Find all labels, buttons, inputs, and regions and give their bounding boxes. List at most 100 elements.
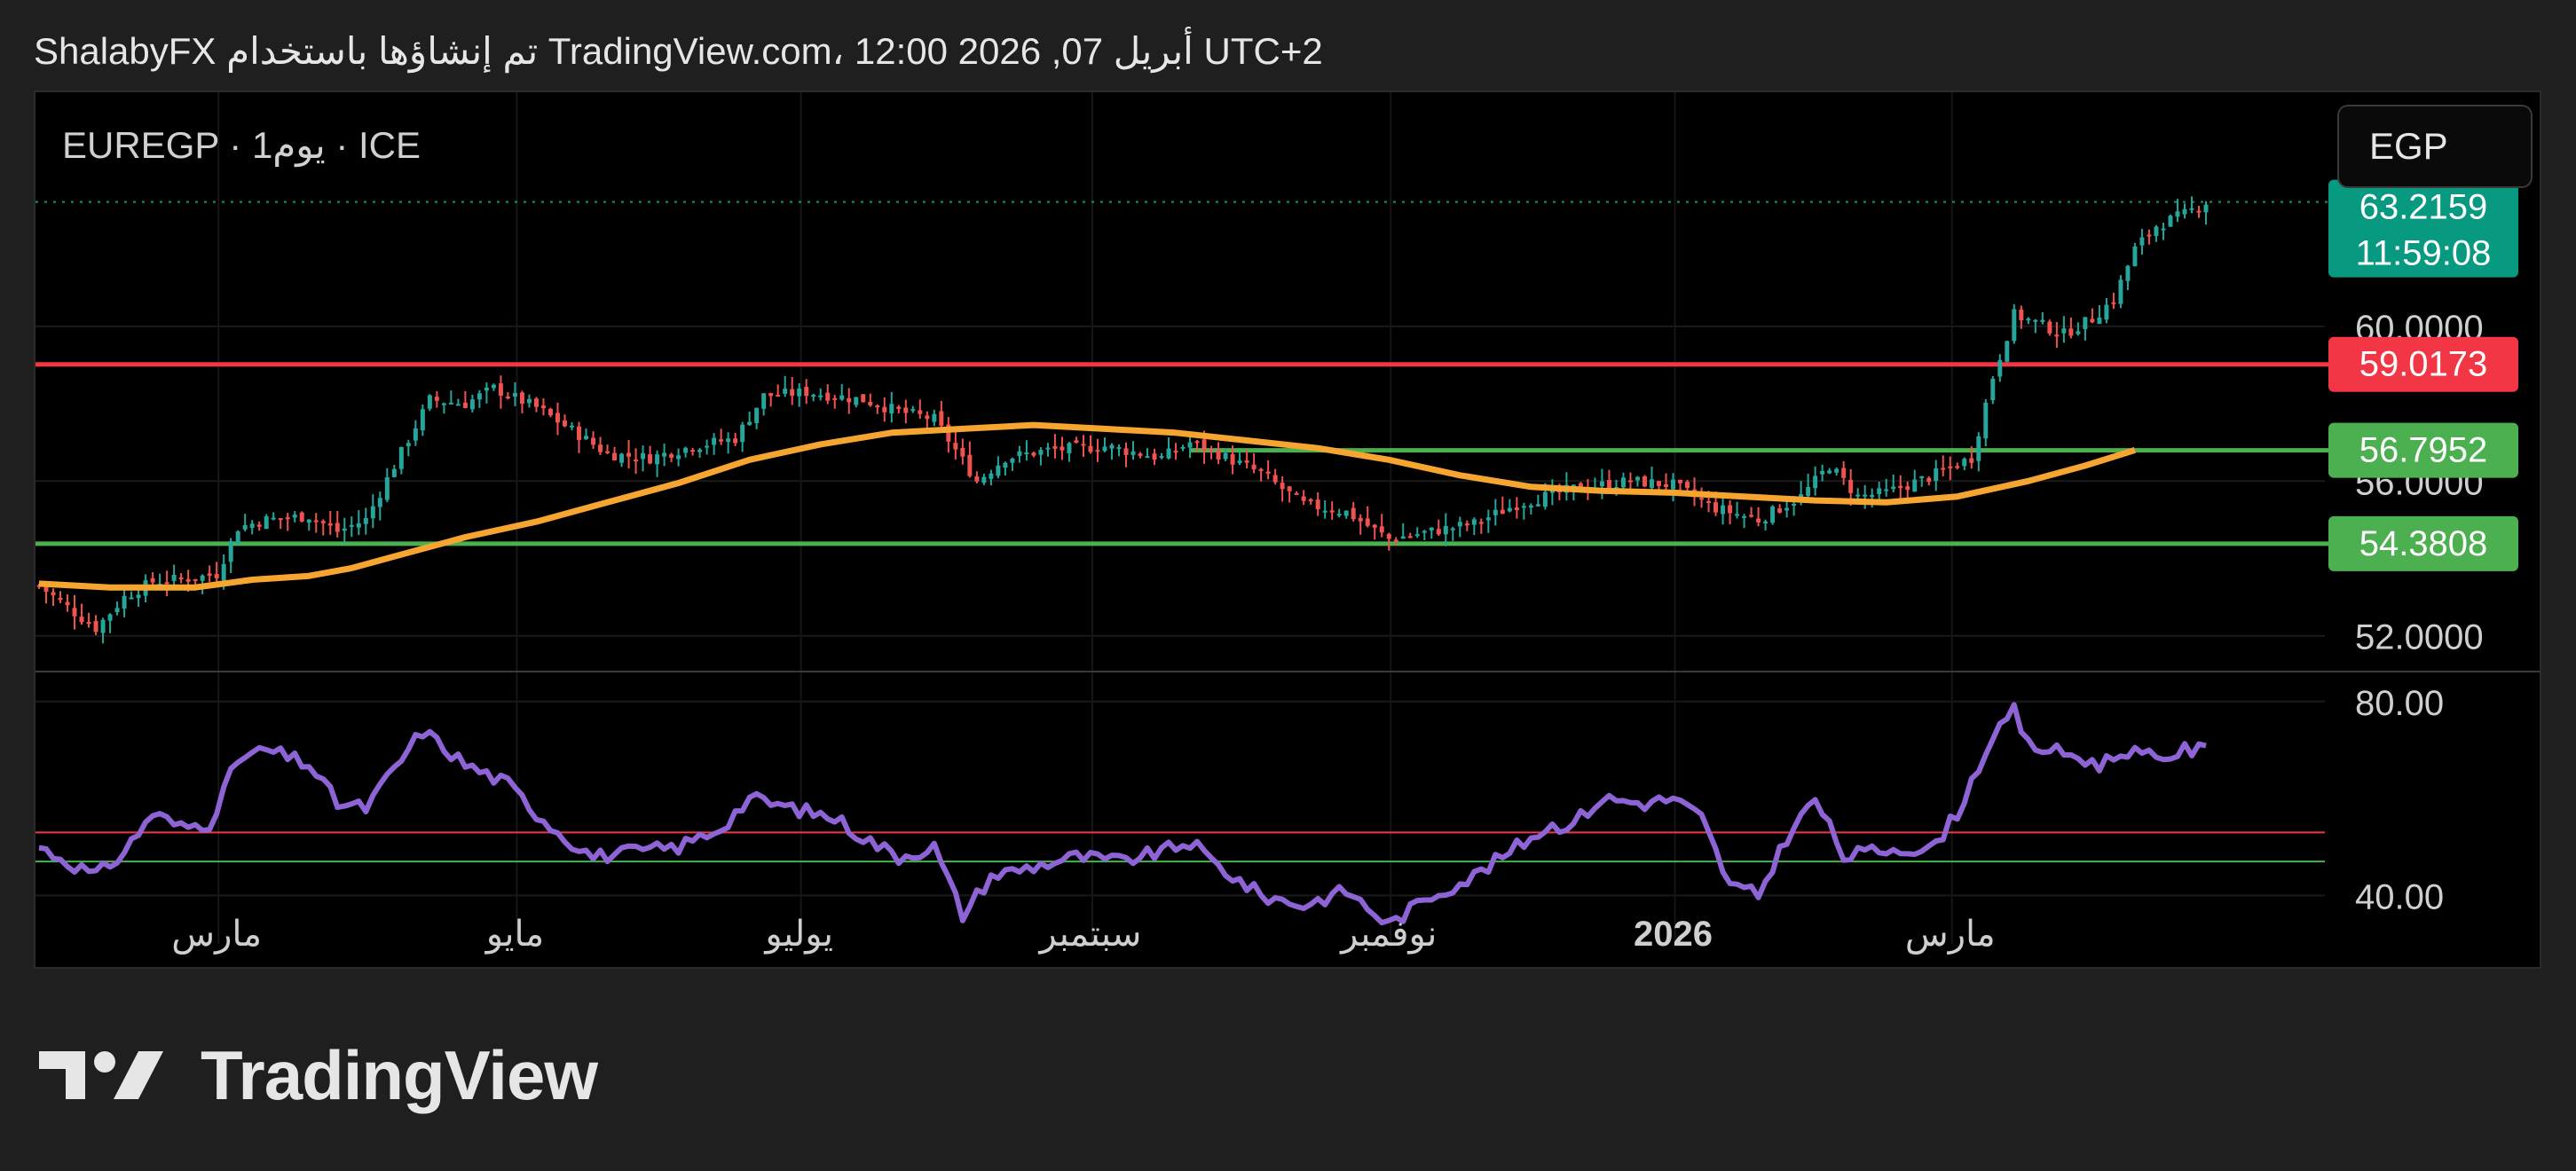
candle-body: [370, 506, 375, 519]
support-lower-badge-text: 54.3808: [2359, 524, 2488, 563]
candle-body: [2125, 265, 2131, 281]
candle-body: [1535, 504, 1540, 507]
candle-body: [847, 397, 852, 403]
candle-body: [242, 524, 248, 530]
candle-body: [591, 437, 595, 445]
candle-body: [278, 518, 283, 521]
level-layer: [35, 200, 2351, 546]
candle-body: [754, 407, 760, 423]
candle-body: [740, 424, 745, 443]
candle-body: [1926, 477, 1932, 482]
candle-body: [2068, 328, 2074, 336]
candle-body: [533, 398, 539, 407]
candle-body: [235, 530, 240, 545]
candle-body: [1450, 528, 1455, 530]
candle-body: [1095, 450, 1100, 452]
candle-body: [313, 520, 319, 523]
chart-frame[interactable]: EUREGP · 1يوم · ICE EGP 60.0000 56.0000 52…: [34, 90, 2541, 969]
candle-body: [2083, 317, 2088, 330]
candle-body: [1657, 481, 1661, 486]
candle-body: [1777, 508, 1783, 513]
candle-body: [1478, 522, 1484, 524]
candle-body: [1393, 539, 1398, 542]
support-upper-badge-text: 56.7952: [2359, 431, 2488, 470]
candle-body: [1983, 402, 1989, 439]
candle-body: [939, 411, 944, 426]
candle-body: [683, 447, 689, 453]
candle-body: [207, 573, 212, 576]
candle-body: [469, 399, 475, 410]
candle-body: [1414, 534, 1420, 537]
candle-body: [903, 407, 909, 413]
candle-body: [512, 393, 517, 397]
candle-body: [2033, 319, 2038, 322]
ma-layer: [38, 421, 2136, 591]
candle-body: [129, 597, 134, 600]
candle-body: [1216, 450, 1221, 460]
resistance-badge-bg: [2328, 336, 2518, 392]
candle-body: [86, 622, 91, 625]
candle-body: [484, 387, 489, 391]
candle-body: [1280, 483, 1285, 490]
support-upper-badge-bg: [2328, 422, 2518, 478]
candle-body: [1706, 500, 1712, 503]
candle-body: [2175, 211, 2180, 217]
candle-body: [327, 523, 333, 526]
currency-selector[interactable]: EGP: [2337, 105, 2533, 188]
candle-body: [178, 578, 184, 580]
candle-body: [747, 421, 752, 425]
candle-body: [1713, 502, 1719, 513]
candle-body: [1650, 479, 1654, 488]
candle-body: [1045, 447, 1051, 450]
candle-body: [491, 384, 496, 389]
candle-body: [1244, 460, 1249, 463]
candle-body: [292, 515, 297, 518]
candle-body: [306, 519, 311, 523]
candle-body: [1500, 509, 1505, 515]
candle-body: [1806, 487, 1811, 496]
candle-body: [1514, 507, 1519, 510]
candle-body: [1969, 458, 1974, 463]
candle-body: [1180, 446, 1186, 449]
candle-body: [960, 447, 965, 457]
candle-body: [349, 524, 354, 527]
candle-body: [839, 395, 845, 400]
candle-body: [974, 476, 980, 482]
candle-body: [2040, 319, 2045, 322]
candle-body: [2090, 318, 2095, 323]
candle-body: [676, 455, 681, 460]
candle-body: [1507, 507, 1512, 512]
tradingview-logo[interactable]: TradingView: [39, 1040, 598, 1111]
candle-body: [768, 393, 774, 397]
candle-body: [1052, 445, 1058, 449]
candle-body: [712, 437, 717, 445]
candle-body: [1962, 459, 1967, 467]
candle-body: [832, 397, 838, 400]
candle-body: [2104, 304, 2109, 320]
candle-body: [1493, 509, 1498, 515]
candle-body: [619, 453, 625, 463]
candle-body: [477, 393, 482, 400]
candle-body: [1067, 443, 1072, 453]
candle-body: [570, 425, 574, 428]
candle-body: [811, 395, 816, 397]
candle-body: [2005, 341, 2010, 362]
candle-body: [164, 582, 169, 585]
candle-body: [43, 586, 49, 592]
candle-body: [1194, 441, 1200, 444]
candle-body: [413, 428, 418, 441]
candle-body: [356, 523, 361, 528]
candle-body: [2196, 210, 2202, 213]
candle-body: [58, 597, 63, 601]
candle-body: [612, 452, 618, 461]
candle-body: [2139, 237, 2145, 246]
candle-body: [441, 403, 446, 405]
candle-body: [1685, 482, 1690, 489]
candle-body: [804, 386, 809, 397]
candle-body: [1699, 498, 1705, 500]
candle-body: [2189, 208, 2194, 210]
candle-body: [1606, 480, 1611, 489]
support-upper-badge: 56.7952: [2328, 422, 2518, 478]
candle-body: [790, 389, 795, 397]
